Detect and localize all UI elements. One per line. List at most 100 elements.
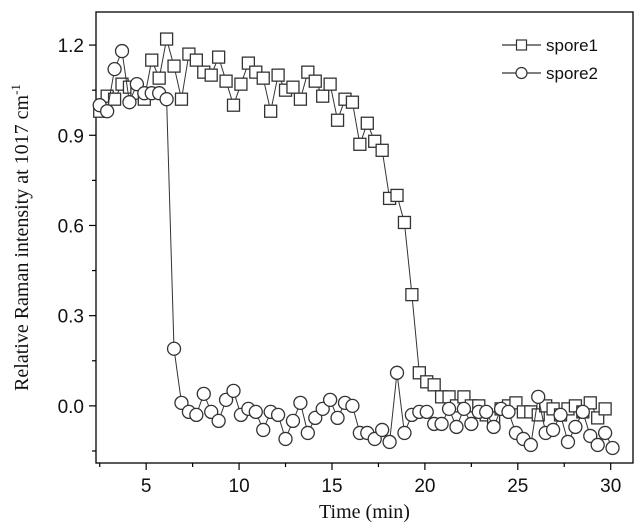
data-point-spore2 xyxy=(531,389,546,405)
data-point-spore2 xyxy=(597,425,613,441)
data-point-spore1 xyxy=(174,92,189,106)
data-point-spore1 xyxy=(390,188,404,203)
data-point-spore2 xyxy=(122,95,137,110)
data-point-spore2 xyxy=(590,437,605,453)
data-point-spore1 xyxy=(152,71,166,85)
data-point-spore2 xyxy=(248,404,263,420)
data-point-spore1 xyxy=(345,95,360,109)
data-point-spore1 xyxy=(405,287,419,302)
data-point-spore1 xyxy=(167,59,181,73)
legend-marker-circle xyxy=(515,66,528,80)
data-point-spore2 xyxy=(114,43,130,59)
data-point-spore2 xyxy=(568,419,583,435)
data-point-spore2 xyxy=(375,422,390,438)
data-point-spore2 xyxy=(441,401,457,417)
data-point-spore1 xyxy=(145,53,159,67)
data-point-spore2 xyxy=(382,434,397,450)
legend: spore1 spore2 xyxy=(502,36,598,83)
data-point-spore2 xyxy=(226,383,241,398)
y-tick-label: 0.9 xyxy=(58,126,84,147)
data-point-spore1 xyxy=(397,215,412,230)
x-axis-ticks: 5 10 15 20 25 30 xyxy=(99,463,621,497)
data-point-spore1 xyxy=(159,32,174,46)
data-point-spore2 xyxy=(159,92,174,107)
y-tick-label: 0.0 xyxy=(58,397,84,418)
data-point-spore2 xyxy=(300,425,315,441)
data-point-spore1 xyxy=(427,378,441,392)
data-point-spore2 xyxy=(345,398,360,414)
data-point-spore1 xyxy=(264,104,278,118)
series-spore2 xyxy=(92,43,620,456)
data-point-spore1 xyxy=(308,74,322,88)
y-axis-title-main: Relative Raman intensity at 1017 cm xyxy=(11,94,33,390)
data-point-spore1 xyxy=(211,50,226,64)
series-spore1 xyxy=(93,32,612,425)
data-point-spore1 xyxy=(353,137,367,151)
plot-frame xyxy=(95,11,634,464)
legend-item-spore2: spore2 xyxy=(502,64,598,83)
data-point-spore1 xyxy=(598,402,612,416)
series-layer xyxy=(92,32,620,456)
data-point-spore2 xyxy=(211,413,226,429)
x-axis-title: Time (min) xyxy=(319,501,410,523)
data-point-spore1 xyxy=(360,116,374,130)
x-tick-label: 20 xyxy=(414,476,435,497)
data-point-spore2 xyxy=(107,61,122,77)
x-tick-label: 30 xyxy=(600,476,621,497)
y-tick-label: 0.3 xyxy=(58,307,84,328)
data-point-spore1 xyxy=(107,92,122,106)
x-tick-label: 10 xyxy=(229,476,250,497)
data-point-spore1 xyxy=(226,98,241,112)
data-point-spore2 xyxy=(196,386,211,401)
data-point-spore1 xyxy=(256,71,270,85)
data-point-spore1 xyxy=(219,74,233,88)
data-point-spore2 xyxy=(605,440,620,456)
series-line-spore2 xyxy=(99,49,614,449)
data-point-spore2 xyxy=(99,104,115,119)
data-point-spore2 xyxy=(278,431,293,447)
legend-marker-square xyxy=(515,39,528,51)
data-point-spore2 xyxy=(270,407,286,423)
data-point-spore2 xyxy=(523,437,538,453)
data-point-spore1 xyxy=(330,113,345,127)
y-axis-ticks: 0.0 0.3 0.6 0.9 1.2 xyxy=(58,36,96,452)
x-tick-label: 15 xyxy=(321,476,342,497)
data-point-spore2 xyxy=(479,404,494,420)
data-point-spore2 xyxy=(553,407,568,423)
y-tick-label: 1.2 xyxy=(58,36,84,57)
data-point-spore2 xyxy=(419,404,434,420)
y-tick-label: 0.6 xyxy=(58,216,84,237)
data-point-spore1 xyxy=(189,53,203,67)
x-tick-label: 25 xyxy=(507,476,528,497)
data-point-spore1 xyxy=(293,92,308,106)
data-point-spore1 xyxy=(375,143,389,157)
data-point-spore2 xyxy=(293,395,308,411)
legend-label: spore2 xyxy=(546,64,598,83)
data-point-spore1 xyxy=(583,396,597,410)
data-point-spore2 xyxy=(389,365,405,380)
data-point-spore2 xyxy=(189,407,204,423)
data-point-spore2 xyxy=(486,419,501,435)
data-point-spore2 xyxy=(545,422,561,438)
legend-label: spore1 xyxy=(546,36,598,55)
plot-border xyxy=(95,11,634,464)
y-axis-title-superscript: -1 xyxy=(8,84,23,95)
data-point-spore2 xyxy=(256,422,271,438)
data-point-spore2 xyxy=(166,341,182,356)
data-point-spore1 xyxy=(204,68,218,82)
data-point-spore2 xyxy=(501,404,516,420)
data-point-spore2 xyxy=(464,416,479,432)
data-point-spore1 xyxy=(323,77,337,91)
y-axis-title: Relative Raman intensity at 1017 cm-1 xyxy=(8,84,33,391)
data-point-spore2 xyxy=(397,425,412,441)
data-point-spore1 xyxy=(316,89,330,103)
data-point-spore1 xyxy=(234,77,248,91)
data-point-spore1 xyxy=(286,80,300,94)
data-point-spore2 xyxy=(456,401,472,417)
legend-item-spore1: spore1 xyxy=(502,36,598,55)
data-point-spore2 xyxy=(575,404,590,420)
data-point-spore2 xyxy=(449,419,464,435)
data-point-spore2 xyxy=(434,416,449,432)
x-tick-label: 5 xyxy=(141,476,152,497)
